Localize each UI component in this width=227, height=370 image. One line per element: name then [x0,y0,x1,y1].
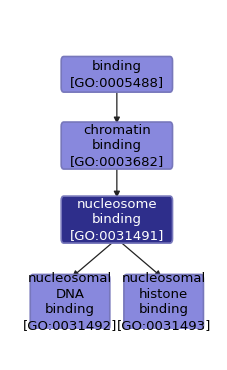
FancyBboxPatch shape [61,57,172,92]
FancyBboxPatch shape [61,196,172,243]
FancyBboxPatch shape [123,275,202,330]
Text: nucleosome
binding
[GO:0031491]: nucleosome binding [GO:0031491] [69,198,163,242]
FancyBboxPatch shape [61,122,172,169]
FancyBboxPatch shape [30,275,109,330]
Text: chromatin
binding
[GO:0003682]: chromatin binding [GO:0003682] [69,124,163,168]
Text: nucleosomal
histone
binding
[GO:0031493]: nucleosomal histone binding [GO:0031493] [116,272,210,332]
Text: binding
[GO:0005488]: binding [GO:0005488] [69,60,163,88]
Text: nucleosomal
DNA
binding
[GO:0031492]: nucleosomal DNA binding [GO:0031492] [23,272,117,332]
